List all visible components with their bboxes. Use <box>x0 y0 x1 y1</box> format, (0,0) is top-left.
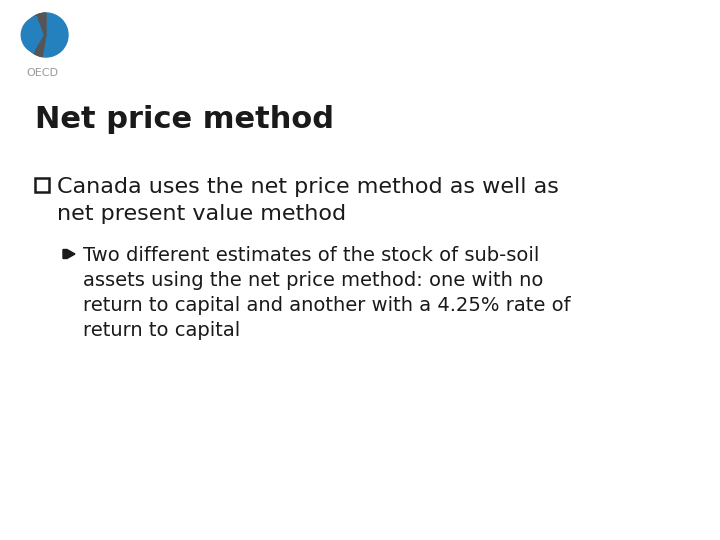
Wedge shape <box>24 13 46 57</box>
Text: return to capital: return to capital <box>83 321 240 340</box>
Text: assets using the net price method: one with no: assets using the net price method: one w… <box>83 271 544 290</box>
Circle shape <box>24 13 68 57</box>
Wedge shape <box>22 17 40 52</box>
FancyArrow shape <box>63 249 75 259</box>
Text: OECD: OECD <box>26 68 58 78</box>
Text: return to capital and another with a 4.25% rate of: return to capital and another with a 4.2… <box>83 296 571 315</box>
Text: Canada uses the net price method as well as: Canada uses the net price method as well… <box>57 177 559 197</box>
Text: Two different estimates of the stock of sub-soil: Two different estimates of the stock of … <box>83 246 539 265</box>
Text: Net price method: Net price method <box>35 105 334 134</box>
Text: net present value method: net present value method <box>57 204 346 224</box>
Wedge shape <box>29 22 43 48</box>
Bar <box>35 178 49 192</box>
